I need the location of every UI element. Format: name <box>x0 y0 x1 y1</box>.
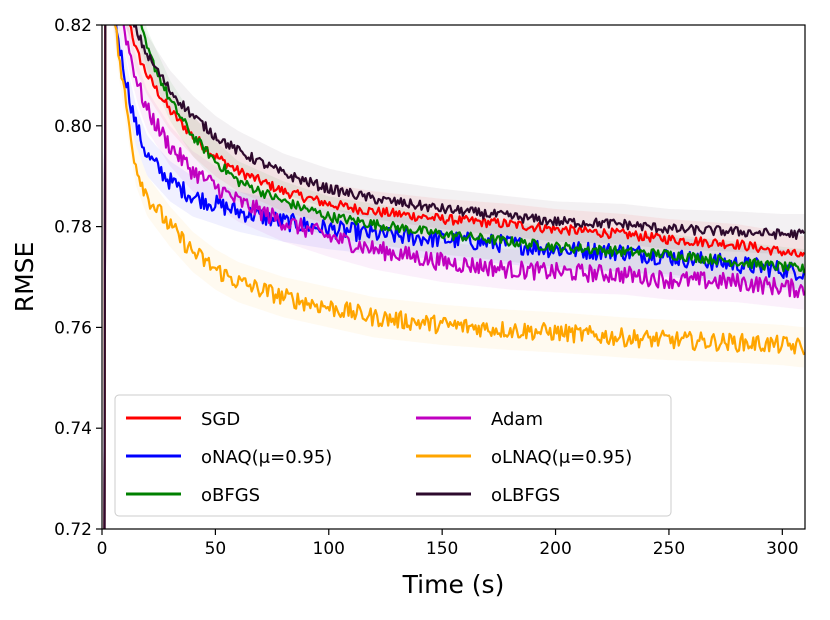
line-olbfgs <box>103 25 805 529</box>
y-tick-label: 0.76 <box>54 318 92 338</box>
confidence-bands <box>112 25 805 368</box>
band-sgd <box>125 25 805 277</box>
x-tick-label: 150 <box>426 539 458 559</box>
y-tick-label: 0.72 <box>54 520 92 540</box>
legend-box <box>114 394 672 517</box>
line-olnaq-0-95 <box>103 25 805 529</box>
x-tick-label: 100 <box>313 539 345 559</box>
y-tick-label: 0.78 <box>54 218 92 238</box>
line-onaq-0-95 <box>103 25 805 529</box>
axis-ticks: 0 50 100 150 200 250 300 0.72 0.74 0.76 0.78 0.80 0.… <box>54 16 798 559</box>
legend-label: SGD <box>201 409 240 430</box>
plot-frame <box>101 24 806 530</box>
x-tick-label: 200 <box>539 539 571 559</box>
line-obfgs <box>103 25 805 529</box>
legend-label: oBFGS <box>201 485 260 506</box>
legend-label: oLNAQ(μ=0.95) <box>491 447 632 468</box>
x-tick-label: 300 <box>766 539 798 559</box>
x-tick-label: 0 <box>97 539 108 559</box>
series-lines <box>103 25 805 529</box>
band-olbfgs <box>124 25 805 255</box>
band-adam <box>118 25 805 310</box>
legend-label: Adam <box>491 409 543 430</box>
y-axis-title: RMSE <box>10 242 39 313</box>
x-tick-label: 250 <box>653 539 685 559</box>
y-tick-label: 0.82 <box>54 16 92 36</box>
x-axis-title: Time (s) <box>402 570 505 599</box>
band-olnaq-0-95 <box>112 25 805 368</box>
x-tick-label: 50 <box>205 539 227 559</box>
y-tick-label: 0.74 <box>54 419 92 439</box>
legend-label: oLBFGS <box>491 485 560 506</box>
legend-label: oNAQ(μ=0.95) <box>201 447 332 468</box>
legend: SGD oNAQ(μ=0.95) oBFGS Adam oLNAQ(μ=0.95) oLB… <box>114 394 672 517</box>
y-tick-label: 0.80 <box>54 117 92 137</box>
line-sgd <box>103 25 805 529</box>
line-adam <box>103 25 805 529</box>
